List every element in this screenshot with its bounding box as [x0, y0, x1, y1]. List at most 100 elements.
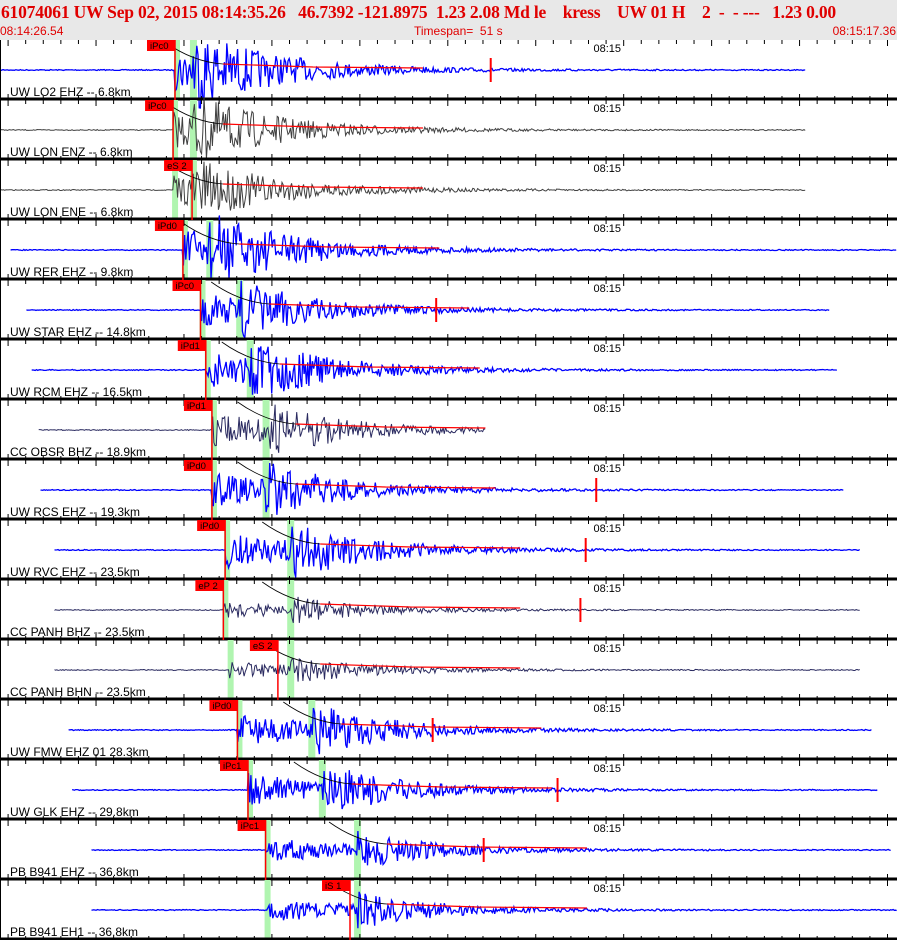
pick-flag[interactable]	[145, 100, 174, 111]
s-window	[189, 100, 197, 160]
station-label: CC PANH BHN -- 23.5km	[10, 685, 146, 699]
station-label: UW LO2 EHZ -- 6.8km	[10, 85, 131, 99]
pick-label: iPd0	[200, 521, 219, 532]
event-header: 61074061 UW Sep 02, 2015 08:14:35.26 46.…	[0, 0, 897, 40]
trace-row[interactable]: 08:15 iPd1 CC OBSR BHZ -- 18.9km	[0, 400, 897, 461]
pick-label: iPd1	[187, 401, 206, 412]
s-window	[354, 880, 362, 940]
p-window	[174, 40, 181, 100]
waveform	[54, 596, 860, 624]
waveform	[54, 526, 861, 578]
trace-row[interactable]: 08:15 iPc0 UW STAR EHZ -- 14.8km	[0, 280, 897, 341]
pick-flag[interactable]	[209, 700, 238, 711]
pick-label: iPd0	[187, 461, 206, 472]
pick-flag[interactable]	[154, 220, 183, 231]
minute-label: 08:15	[593, 763, 621, 775]
pick-label: eS 2	[167, 161, 187, 172]
pick-flag[interactable]	[183, 400, 212, 411]
station-label: UW RER EHZ -- 9.8km	[10, 265, 133, 279]
start-time: 08:14:26.54	[0, 24, 64, 38]
trace-row[interactable]: 08:15 iPd0 UW FMW EHZ 01 28.3km	[0, 700, 897, 761]
minute-label: 08:15	[593, 283, 621, 295]
station-label: UW LON ENZ -- 6.8km	[10, 145, 133, 159]
coda-decay-curve	[328, 821, 388, 845]
pick-flag[interactable]	[183, 460, 212, 471]
event-summary: 61074061 UW Sep 02, 2015 08:14:35.26 46.…	[1, 2, 836, 22]
waveform	[68, 707, 872, 755]
pick-label: iPc1	[241, 821, 259, 832]
coda-amplitude-line	[320, 543, 521, 549]
p-window	[204, 340, 211, 400]
p-window	[227, 640, 234, 700]
pick-flag[interactable]	[219, 760, 248, 771]
pick-flag[interactable]	[164, 160, 193, 171]
trace-row[interactable]: 08:15 iPc1 UW GLK EHZ -- 29.8km	[0, 760, 897, 821]
s-window	[287, 640, 295, 700]
pick-label: eS 2	[253, 641, 273, 652]
minute-label: 08:15	[593, 463, 621, 475]
waveform	[91, 891, 897, 929]
station-label: UW FMW EHZ 01 28.3km	[10, 745, 149, 759]
waveform	[0, 43, 806, 109]
waveform	[54, 657, 860, 682]
coda-decay-curve	[261, 581, 321, 605]
p-window	[264, 880, 271, 940]
trace-row[interactable]: 08:15 eP 2 CC PANH BHZ -- 23.5km	[0, 580, 897, 641]
minute-label: 08:15	[593, 643, 621, 655]
coda-amplitude-line	[279, 363, 480, 369]
coda-amplitude-line	[222, 183, 423, 189]
coda-amplitude-line	[222, 63, 423, 69]
trace-row[interactable]: 08:15 iPd0 UW RER EHZ -- 9.8km	[0, 215, 897, 281]
pick-flag[interactable]	[177, 340, 206, 351]
station-label: PB B941 EHZ -- 36.8km	[10, 865, 139, 879]
trace-row[interactable]: 08:15 iPc0 UW LO2 EHZ -- 6.8km	[0, 40, 897, 109]
trace-row[interactable]: 08:15 iS 1 PB B941 EH1 -- 36.8km	[0, 880, 897, 940]
coda-amplitude-line	[387, 843, 588, 849]
pick-flag[interactable]	[195, 580, 224, 591]
coda-amplitude-line	[295, 483, 496, 489]
station-label: CC PANH BHZ -- 23.5km	[10, 625, 144, 639]
p-window	[210, 400, 217, 460]
minute-label: 08:15	[593, 523, 621, 535]
waveform	[26, 280, 830, 341]
pick-flag[interactable]	[172, 280, 201, 291]
station-label: UW RCM EHZ -- 16.5km	[10, 385, 142, 399]
trace-row[interactable]: 08:15 iPc1 PB B941 EHZ -- 36.8km	[0, 820, 897, 881]
coda-decay-curve	[210, 281, 270, 305]
coda-decay-curve	[261, 521, 321, 545]
pick-label: iPc0	[148, 101, 166, 112]
coda-amplitude-line	[320, 603, 521, 609]
minute-label: 08:15	[593, 703, 621, 715]
trace-row[interactable]: 08:15 iPd1 UW RCM EHZ -- 16.5km	[0, 340, 897, 401]
coda-decay-curve	[221, 341, 280, 365]
timespan: Timespan= 51 s	[414, 24, 503, 38]
pick-label: iPc0	[176, 281, 194, 292]
pick-label: eP 2	[198, 581, 217, 592]
minute-label: 08:15	[593, 103, 621, 115]
coda-decay-curve	[293, 761, 352, 785]
seismogram-panel[interactable]: 08:15 iPc0 UW LO2 EHZ -- 6.8km 08:15 iPc0 UW …	[0, 40, 897, 940]
pick-flag[interactable]	[322, 880, 351, 891]
coda-decay-curve	[181, 221, 240, 245]
trace-row[interactable]: 08:15 eS 2 UW LON ENE -- 6.8km	[0, 160, 897, 221]
trace-row[interactable]: 08:15 iPd0 UW RCS EHZ -- 19.3km	[0, 460, 897, 521]
s-window	[262, 460, 270, 520]
pick-label: iPd0	[212, 701, 231, 712]
trace-row[interactable]: 08:15 iPc0 UW LON ENZ -- 6.8km	[0, 97, 897, 161]
trace-row[interactable]: 08:15 iPd0 UW RVC EHZ -- 23.5km	[0, 520, 897, 581]
station-label: UW GLK EHZ -- 29.8km	[10, 805, 139, 819]
coda-amplitude-line	[269, 303, 470, 309]
trace-row[interactable]: 08:15 eS 2 CC PANH BHN -- 23.5km	[0, 640, 897, 701]
p-window	[172, 100, 179, 160]
minute-label: 08:15	[593, 43, 621, 55]
waveform	[71, 770, 878, 810]
station-label: PB B941 EH1 -- 36.8km	[10, 925, 138, 939]
station-label: UW RCS EHZ -- 19.3km	[10, 505, 140, 519]
coda-amplitude-line	[320, 663, 521, 669]
pick-flag[interactable]	[249, 640, 278, 651]
pick-label: iPc1	[223, 761, 241, 772]
pick-flag[interactable]	[237, 820, 266, 831]
pick-flag[interactable]	[197, 520, 226, 531]
coda-amplitude-line	[239, 243, 440, 249]
pick-flag[interactable]	[147, 40, 176, 51]
